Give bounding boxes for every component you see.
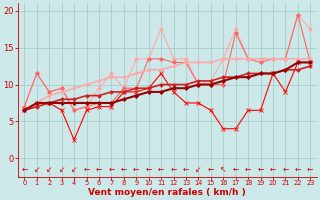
Text: ←: ← [108,165,115,174]
Text: ←: ← [170,165,177,174]
Text: ←: ← [158,165,164,174]
Text: ←: ← [21,165,28,174]
Text: ↙: ↙ [34,165,40,174]
Text: ↙: ↙ [195,165,202,174]
Text: ↙: ↙ [71,165,77,174]
Text: ←: ← [183,165,189,174]
Text: ←: ← [96,165,102,174]
Text: ←: ← [233,165,239,174]
X-axis label: Vent moyen/en rafales ( km/h ): Vent moyen/en rafales ( km/h ) [88,188,246,197]
Text: ←: ← [282,165,289,174]
Text: ←: ← [245,165,251,174]
Text: ←: ← [146,165,152,174]
Text: ←: ← [257,165,264,174]
Text: ←: ← [307,165,314,174]
Text: ←: ← [83,165,90,174]
Text: ↙: ↙ [59,165,65,174]
Text: ↙: ↙ [46,165,52,174]
Text: ←: ← [121,165,127,174]
Text: ←: ← [133,165,140,174]
Text: ←: ← [208,165,214,174]
Text: ←: ← [295,165,301,174]
Text: ←: ← [270,165,276,174]
Text: ↖: ↖ [220,165,227,174]
